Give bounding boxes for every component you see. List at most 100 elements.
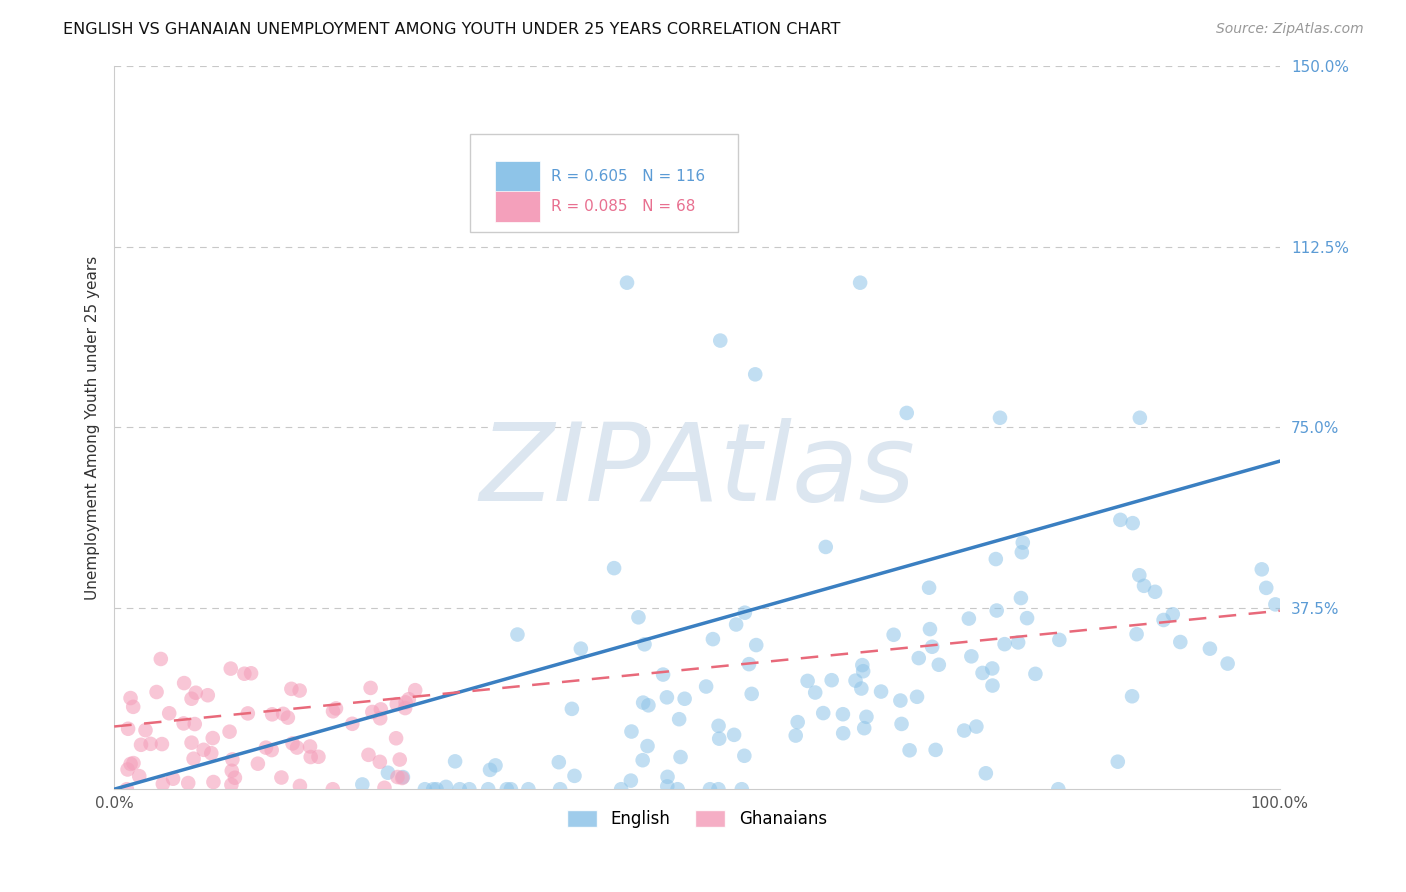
Point xyxy=(709,731,731,746)
Point xyxy=(444,755,467,769)
Point xyxy=(785,729,807,743)
Point xyxy=(1129,410,1152,425)
Point xyxy=(499,782,522,797)
Point xyxy=(981,679,1004,693)
Point xyxy=(733,748,755,763)
Point xyxy=(1264,598,1286,612)
Point xyxy=(921,640,943,654)
Point xyxy=(373,780,395,795)
Point xyxy=(928,657,950,672)
Point xyxy=(139,737,162,751)
Point xyxy=(262,707,284,722)
Point xyxy=(702,632,724,647)
Point xyxy=(368,755,391,769)
Point xyxy=(307,749,329,764)
Point xyxy=(821,673,844,688)
Point xyxy=(1256,581,1278,595)
Point xyxy=(896,406,918,420)
Point xyxy=(218,724,240,739)
Point xyxy=(184,686,207,700)
Point xyxy=(907,651,929,665)
Point xyxy=(652,667,675,681)
Point xyxy=(162,772,184,786)
Point xyxy=(1125,627,1147,641)
Point xyxy=(707,782,730,797)
Point xyxy=(260,743,283,757)
Point xyxy=(918,581,941,595)
Point xyxy=(924,743,946,757)
Point xyxy=(246,756,269,771)
Point xyxy=(627,610,650,624)
Point xyxy=(299,750,322,764)
Point xyxy=(974,766,997,780)
Point xyxy=(224,771,246,785)
Point xyxy=(786,715,808,730)
Point xyxy=(479,763,502,777)
Point xyxy=(394,701,416,715)
Point xyxy=(271,706,294,721)
Point xyxy=(517,782,540,797)
Point xyxy=(240,666,263,681)
Point xyxy=(855,710,877,724)
Text: R = 0.085   N = 68: R = 0.085 N = 68 xyxy=(551,199,696,214)
Point xyxy=(984,552,1007,566)
Point xyxy=(458,782,481,797)
Point xyxy=(422,782,444,797)
Point xyxy=(1011,535,1033,549)
Point xyxy=(145,685,167,699)
Point xyxy=(342,716,364,731)
Text: ENGLISH VS GHANAIAN UNEMPLOYMENT AMONG YOUTH UNDER 25 YEARS CORRELATION CHART: ENGLISH VS GHANAIAN UNEMPLOYMENT AMONG Y… xyxy=(63,22,841,37)
Point xyxy=(149,652,172,666)
Point xyxy=(180,736,202,750)
Point xyxy=(1161,607,1184,622)
Point xyxy=(631,696,654,710)
Point xyxy=(357,747,380,762)
Point xyxy=(202,775,225,789)
Point xyxy=(391,771,413,785)
Point xyxy=(173,676,195,690)
Point xyxy=(128,769,150,783)
Point xyxy=(548,782,571,797)
Point xyxy=(1168,635,1191,649)
Point xyxy=(413,782,436,797)
Point xyxy=(986,603,1008,617)
Point xyxy=(673,691,696,706)
Point xyxy=(1107,755,1129,769)
Point xyxy=(723,728,745,742)
Point xyxy=(796,673,818,688)
Y-axis label: Unemployment Among Youth under 25 years: Unemployment Among Youth under 25 years xyxy=(86,255,100,599)
Point xyxy=(814,540,837,554)
Point xyxy=(564,769,586,783)
Point xyxy=(325,701,347,715)
Point xyxy=(360,681,382,695)
Point xyxy=(620,773,643,788)
Point xyxy=(657,780,679,794)
Point xyxy=(905,690,928,704)
Point xyxy=(725,617,748,632)
Point xyxy=(853,721,876,735)
Point xyxy=(277,711,299,725)
Text: R = 0.605   N = 116: R = 0.605 N = 116 xyxy=(551,169,706,184)
FancyBboxPatch shape xyxy=(470,135,738,232)
Point xyxy=(200,746,222,760)
Point xyxy=(385,697,408,711)
Point xyxy=(953,723,976,738)
Point xyxy=(898,743,921,757)
Point xyxy=(152,777,174,791)
Point xyxy=(988,410,1011,425)
Point xyxy=(852,664,875,678)
Point xyxy=(398,692,420,706)
Point xyxy=(965,720,987,734)
Point xyxy=(981,661,1004,675)
Point xyxy=(655,690,678,705)
Point xyxy=(484,758,506,772)
Point xyxy=(918,622,941,636)
Point xyxy=(193,743,215,757)
Point xyxy=(668,712,690,726)
Point xyxy=(184,717,207,731)
Point xyxy=(361,705,384,719)
Point xyxy=(352,777,374,791)
Point xyxy=(699,782,721,797)
Bar xyxy=(495,161,540,192)
Point xyxy=(561,702,583,716)
